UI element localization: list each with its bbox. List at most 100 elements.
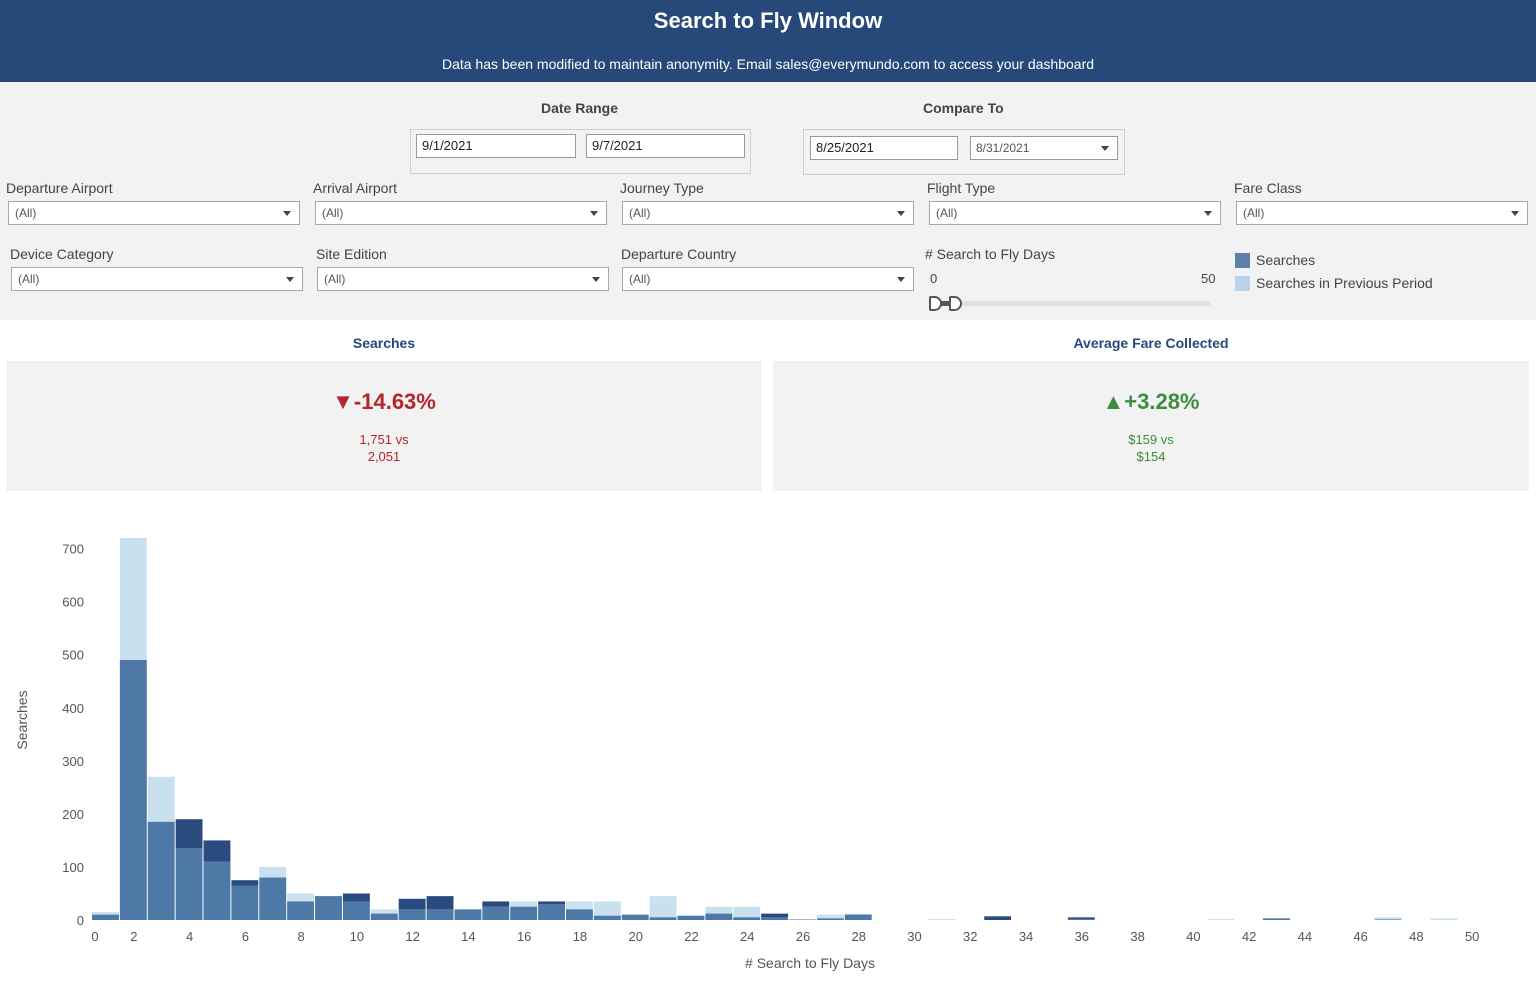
site-edition-value: (All): [324, 272, 346, 286]
legend-previous-swatch: [1235, 276, 1250, 291]
bar-current-23: [733, 917, 761, 920]
bar-current-0: [92, 914, 119, 920]
x-tick-label: 4: [186, 929, 193, 944]
bar-previous-40: [1207, 918, 1235, 920]
bar-current-26: [816, 918, 844, 920]
bar-current-excess-5: [231, 880, 259, 886]
bar-previous-26: [816, 914, 844, 920]
page-title: Search to Fly Window: [653, 8, 883, 33]
chevron-down-icon: [1101, 146, 1109, 151]
bar-current-5: [231, 885, 259, 920]
x-tick-label: 16: [517, 929, 531, 944]
departure-airport-select[interactable]: (All): [8, 201, 300, 225]
bar-current-excess-9: [342, 893, 370, 902]
compare-start-input[interactable]: 8/25/2021: [810, 136, 958, 160]
site-edition-select[interactable]: (All): [317, 267, 609, 291]
bar-current-excess-35: [1067, 917, 1095, 919]
y-axis-label: Searches: [14, 690, 30, 749]
bar-previous-46: [1374, 917, 1402, 920]
x-tick-label: 46: [1353, 929, 1367, 944]
x-tick-label: 6: [242, 929, 249, 944]
arrival-airport-label: Arrival Airport: [313, 180, 398, 196]
x-tick-label: 44: [1298, 929, 1312, 944]
y-tick-label: 300: [62, 754, 84, 769]
x-tick-label: 24: [740, 929, 754, 944]
bar-current-excess-4: [203, 840, 231, 862]
departure-country-select[interactable]: (All): [622, 267, 914, 291]
journey-type-select[interactable]: (All): [622, 201, 914, 225]
kpi-fare-panel: ▲+3.28% $159 vs $154: [773, 361, 1529, 491]
compare-to-label: Compare To: [923, 100, 1004, 116]
bar-current-3: [175, 848, 203, 920]
x-tick-label: 48: [1409, 929, 1423, 944]
chevron-down-icon: [283, 211, 291, 216]
bar-current-14: [482, 906, 510, 920]
bar-current-excess-42: [1263, 918, 1290, 919]
x-tick-label: 18: [573, 929, 587, 944]
flight-type-value: (All): [936, 206, 958, 220]
site-edition-label: Site Edition: [316, 246, 387, 262]
bar-current-2: [147, 821, 175, 920]
bar-current-9: [342, 901, 370, 920]
compare-end-select[interactable]: 8/31/2021: [970, 136, 1118, 160]
search-days-slider-track[interactable]: [934, 301, 1210, 306]
bar-current-excess-24: [761, 913, 789, 918]
departure-country-value: (All): [629, 272, 651, 286]
y-tick-label: 600: [62, 595, 84, 610]
slider-min-handle[interactable]: [929, 296, 942, 311]
device-category-value: (All): [18, 272, 40, 286]
y-tick-label: 0: [77, 913, 84, 928]
bar-current-20: [649, 917, 677, 920]
legend-searches-swatch: [1235, 253, 1250, 268]
kpi-fare-change: ▲+3.28%: [1102, 389, 1200, 414]
bar-current-35: [1067, 918, 1095, 920]
bar-current-excess-14: [482, 901, 510, 907]
bar-current-19: [621, 914, 649, 920]
legend-searches-label: Searches: [1256, 252, 1316, 268]
bar-previous-20: [649, 896, 677, 920]
x-tick-label: 28: [852, 929, 866, 944]
date-range-label: Date Range: [541, 100, 619, 116]
chevron-down-icon: [590, 211, 598, 216]
chevron-down-icon: [897, 277, 905, 282]
x-tick-label: 14: [461, 929, 475, 944]
bar-current-8: [315, 896, 342, 920]
kpi-searches-title: Searches: [352, 335, 416, 351]
search-days-slider-fill: [934, 301, 957, 306]
kpi-fare-current: $159 vs: [1128, 432, 1174, 447]
bar-current-18: [593, 915, 621, 920]
bar-current-1: [119, 660, 147, 920]
device-category-select[interactable]: (All): [11, 267, 303, 291]
slider-max-handle[interactable]: [949, 296, 963, 311]
bar-current-15: [510, 906, 538, 920]
bar-current-21: [677, 915, 705, 920]
search-days-label: # Search to Fly Days: [925, 246, 1055, 262]
date-range-end-input[interactable]: 9/7/2021: [586, 134, 745, 158]
x-tick-label: 26: [796, 929, 810, 944]
x-tick-label: 30: [907, 929, 921, 944]
kpi-searches-current: 1,751 vs: [359, 432, 409, 447]
x-tick-label: 0: [91, 929, 98, 944]
journey-type-label: Journey Type: [620, 180, 704, 196]
page-subtitle: Data has been modified to maintain anony…: [441, 56, 1095, 72]
kpi-searches-previous: 2,051: [367, 449, 401, 464]
chevron-down-icon: [286, 277, 294, 282]
device-category-label: Device Category: [10, 246, 114, 262]
departure-airport-value: (All): [15, 206, 37, 220]
bar-current-excess-3: [175, 819, 203, 849]
x-tick-label: 36: [1075, 929, 1089, 944]
y-tick-label: 500: [62, 648, 84, 663]
bar-current-17: [566, 909, 593, 920]
fare-class-select[interactable]: (All): [1236, 201, 1528, 225]
compare-end-value: 8/31/2021: [976, 141, 1030, 155]
arrival-airport-select[interactable]: (All): [315, 201, 607, 225]
x-tick-label: 40: [1186, 929, 1200, 944]
fare-class-value: (All): [1243, 206, 1265, 220]
bar-current-16: [538, 904, 565, 920]
flight-type-select[interactable]: (All): [929, 201, 1221, 225]
date-range-start-input[interactable]: 9/1/2021: [416, 134, 576, 158]
bar-current-4: [203, 861, 231, 920]
x-tick-label: 34: [1019, 929, 1033, 944]
bar-previous-18: [593, 901, 621, 920]
bar-current-6: [259, 877, 287, 920]
